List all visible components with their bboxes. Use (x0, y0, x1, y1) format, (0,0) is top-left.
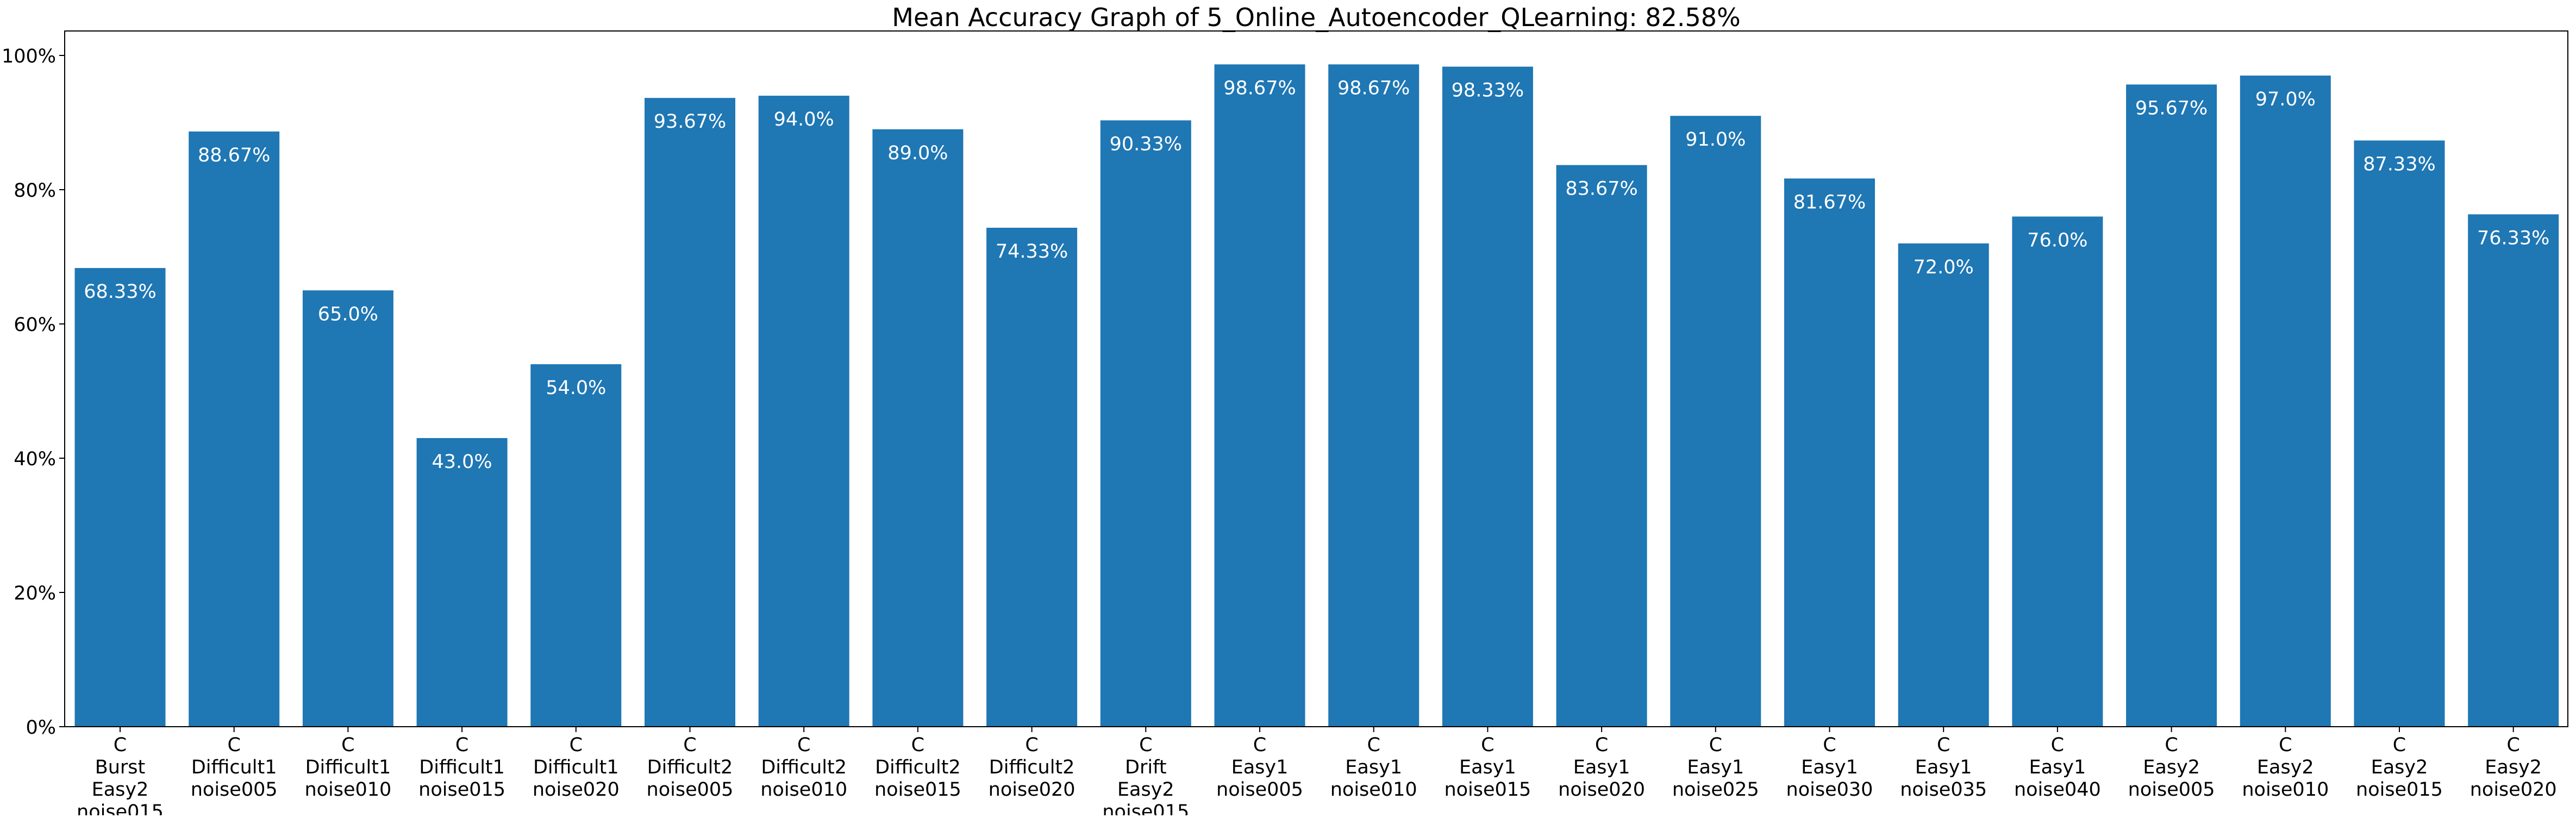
bar (1784, 178, 1875, 727)
bar-value-label: 98.67% (1223, 77, 1296, 99)
bar (1442, 66, 1533, 727)
x-tick-label: C Difficult2 noise005 (647, 734, 734, 801)
bar-value-label: 76.0% (2027, 229, 2087, 251)
bar-value-label: 65.0% (318, 303, 378, 325)
y-tick-label: 100% (2, 46, 56, 67)
x-tick-label: C Easy1 noise010 (1330, 734, 1417, 801)
y-tick-label: 0% (26, 717, 56, 739)
x-tick-label: C Difficult1 noise010 (304, 734, 391, 801)
bar-value-label: 98.33% (1452, 80, 1524, 102)
x-tick-label: C Easy1 noise020 (1558, 734, 1645, 801)
x-tick-label: C Difficult1 noise005 (191, 734, 278, 801)
x-tick-label: C Difficult2 noise015 (874, 734, 961, 801)
x-tick-label: C Easy1 noise025 (1672, 734, 1759, 801)
bar (986, 228, 1078, 727)
x-tick-label: C Burst Easy2 noise015 (77, 734, 164, 815)
bar-value-label: 95.67% (2135, 97, 2208, 119)
x-tick-label: C Easy1 noise035 (1900, 734, 1987, 801)
y-tick-label: 20% (14, 583, 56, 604)
bar-value-label: 76.33% (2477, 227, 2549, 249)
bar-value-label: 90.33% (1110, 133, 1182, 155)
bar-value-label: 94.0% (774, 109, 834, 130)
bar (2468, 214, 2559, 727)
value-labels-layer: 68.33% 88.67% 65.0% 43.0% 54.0% 93.67% 94.0% 89… (84, 77, 2549, 473)
axes-layer: 0% 20% 40% 60% 80% 100% C Burst Easy2 noise015 C Di… (2, 30, 2568, 818)
chart-title: Mean Accuracy Graph of 5_Online_Autoenco… (892, 3, 1740, 32)
x-tick-label: C Easy2 noise020 (2470, 734, 2557, 801)
bar (2012, 216, 2103, 727)
bar (1670, 116, 1761, 727)
bar-value-label: 93.67% (654, 111, 726, 133)
x-tick-label: C Easy1 noise015 (1444, 734, 1531, 801)
bars-layer (74, 64, 2559, 727)
x-tick-label: C Easy1 noise040 (2014, 734, 2101, 801)
bar-value-label: 87.33% (2363, 153, 2435, 175)
bar (645, 98, 735, 727)
plot-frame (64, 30, 2568, 727)
x-tick-label: C Easy1 noise030 (1786, 734, 1873, 801)
bar-value-label: 83.67% (1565, 178, 1637, 200)
x-tick-label: C Difficult1 noise020 (533, 734, 620, 801)
bar-value-label: 72.0% (1914, 257, 1974, 278)
bar-value-label: 43.0% (432, 451, 492, 473)
bar (1328, 64, 1420, 727)
bar-value-label: 97.0% (2255, 89, 2316, 110)
x-tick-label: C Easy1 noise005 (1216, 734, 1303, 801)
x-tick-label: C Difficult1 noise015 (418, 734, 505, 801)
y-tick-label: 60% (14, 314, 56, 336)
bar (758, 96, 849, 727)
bar-value-label: 91.0% (1685, 129, 1746, 151)
bar (2240, 76, 2331, 727)
x-tick-label: C Easy2 noise015 (2356, 734, 2443, 801)
bar (416, 438, 508, 727)
y-tick-label: 40% (14, 448, 56, 470)
bar-value-label: 81.67% (1793, 191, 1866, 213)
x-tick-label: C Difficult2 noise020 (989, 734, 1076, 801)
bar (302, 290, 393, 727)
x-tick-label: C Difficult2 noise010 (760, 734, 847, 801)
bar (189, 131, 280, 727)
bar (1556, 165, 1647, 727)
bar-value-label: 98.67% (1337, 77, 1410, 99)
bar (530, 364, 622, 727)
y-tick-label: 80% (14, 180, 56, 202)
bar (1214, 64, 1305, 727)
bar-value-label: 54.0% (546, 377, 606, 399)
x-tick-label: C Easy2 noise005 (2128, 734, 2215, 801)
bar-value-label: 89.0% (887, 142, 948, 164)
bar (2354, 140, 2445, 727)
bar-value-label: 68.33% (84, 281, 156, 303)
bar (1100, 120, 1191, 727)
bar (74, 268, 166, 727)
bar (1898, 243, 1989, 727)
x-tick-label: C Easy2 noise010 (2242, 734, 2329, 801)
bar-value-label: 88.67% (198, 145, 270, 166)
bar (2126, 84, 2217, 727)
bar (872, 129, 964, 727)
bar-value-label: 74.33% (996, 241, 1068, 263)
x-tick-label: C Drift Easy2 noise015 (1102, 734, 1189, 815)
